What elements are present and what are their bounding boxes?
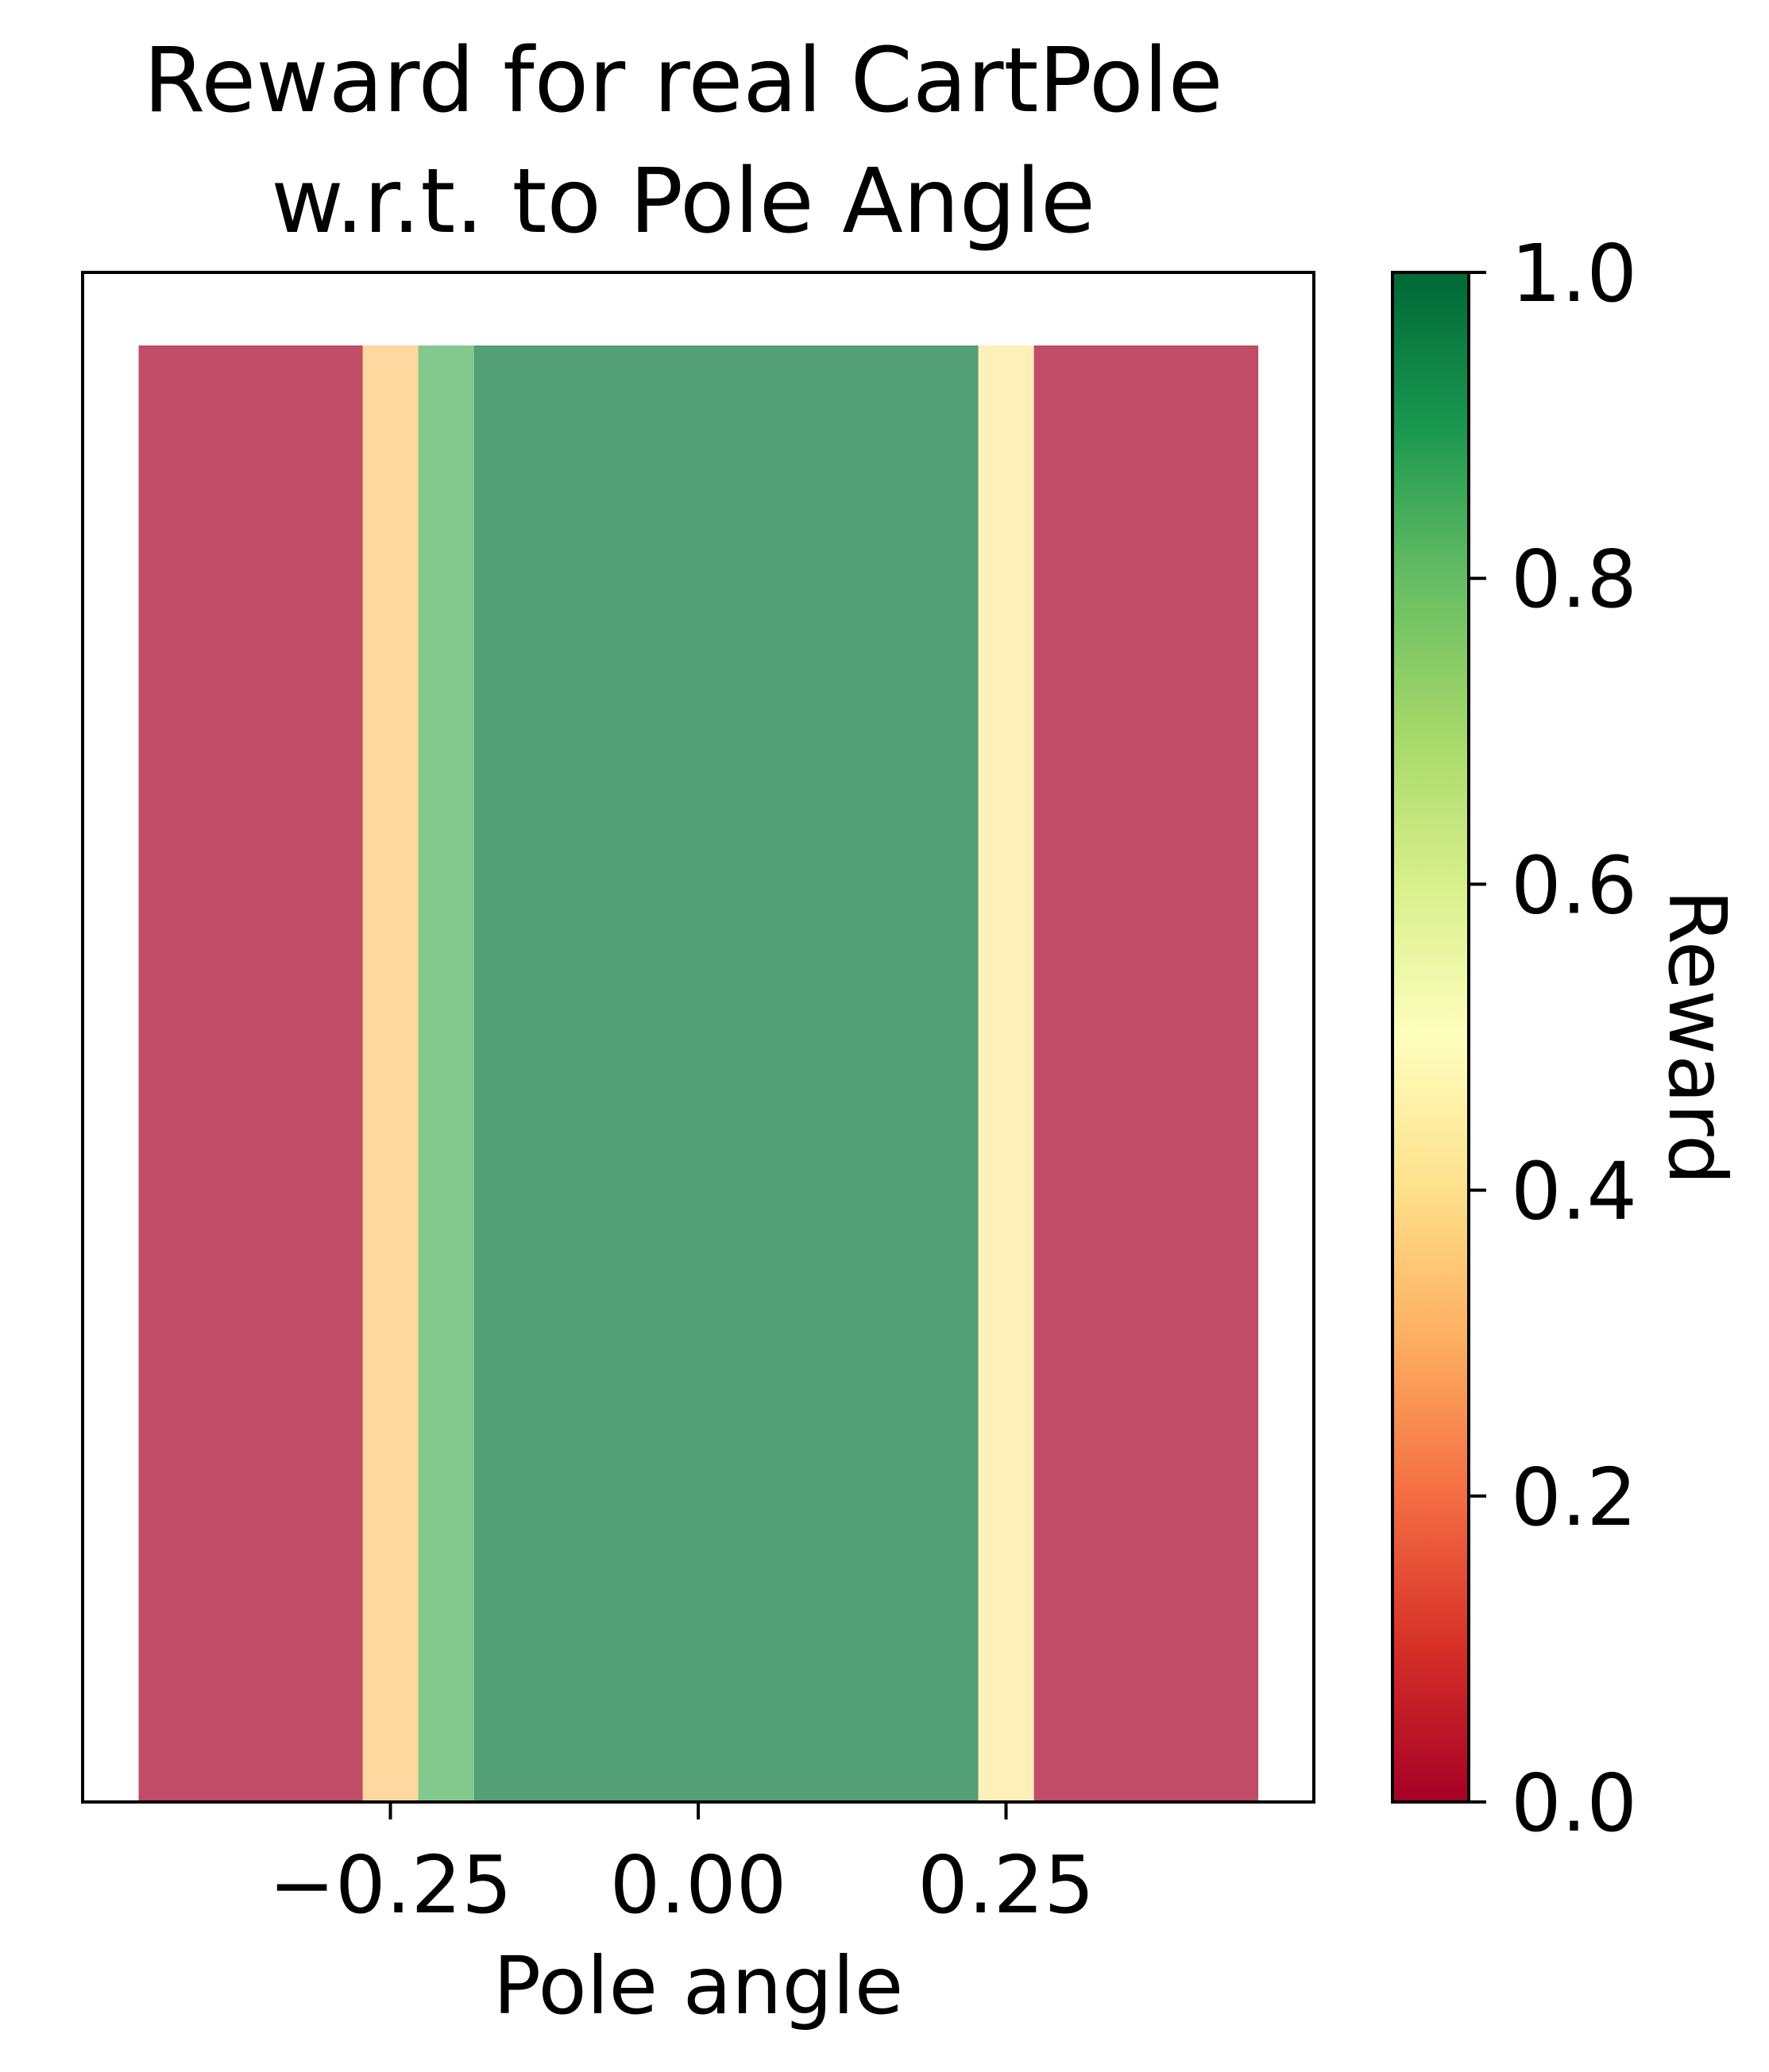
x-tick-label-2: 0.25: [917, 1839, 1095, 1931]
colorbar-ticks: 0.0 0.2 0.4 0.6 0.8 1.0: [1469, 227, 1637, 1850]
heatmap-cell-5: [1033, 345, 1259, 1802]
chart-title-line-1: Reward for real CartPole: [143, 29, 1222, 133]
colorbar-tick-label-4: 0.8: [1511, 533, 1637, 626]
colorbar-tick-label-3: 0.6: [1511, 839, 1637, 932]
heatmap-cell-2: [418, 345, 475, 1802]
x-tick-label-0: −0.25: [268, 1839, 512, 1931]
colorbar-label: Reward: [1651, 889, 1744, 1185]
colorbar-tick-label-5: 1.0: [1511, 227, 1637, 320]
heatmap-cell-4: [978, 345, 1035, 1802]
colorbar-tick-label-2: 0.4: [1511, 1145, 1637, 1238]
heatmap-cells: [138, 345, 1259, 1802]
colorbar-frame: [1391, 271, 1470, 1804]
x-tick-label-1: 0.00: [610, 1839, 787, 1931]
x-axis-ticks: −0.25 0.00 0.25: [268, 1802, 1095, 1931]
heatmap-cell-0: [138, 345, 363, 1802]
chart-title-line-2: w.r.t. to Pole Angle: [271, 150, 1095, 253]
colorbar-tick-label-0: 0.0: [1511, 1757, 1637, 1850]
x-axis-label: Pole angle: [493, 1939, 903, 2032]
colorbar-tick-label-1: 0.2: [1511, 1451, 1637, 1544]
heatmap-cell-3: [474, 345, 979, 1802]
colorbar-gradient: [1392, 272, 1469, 1802]
heatmap-cell-1: [362, 345, 419, 1802]
